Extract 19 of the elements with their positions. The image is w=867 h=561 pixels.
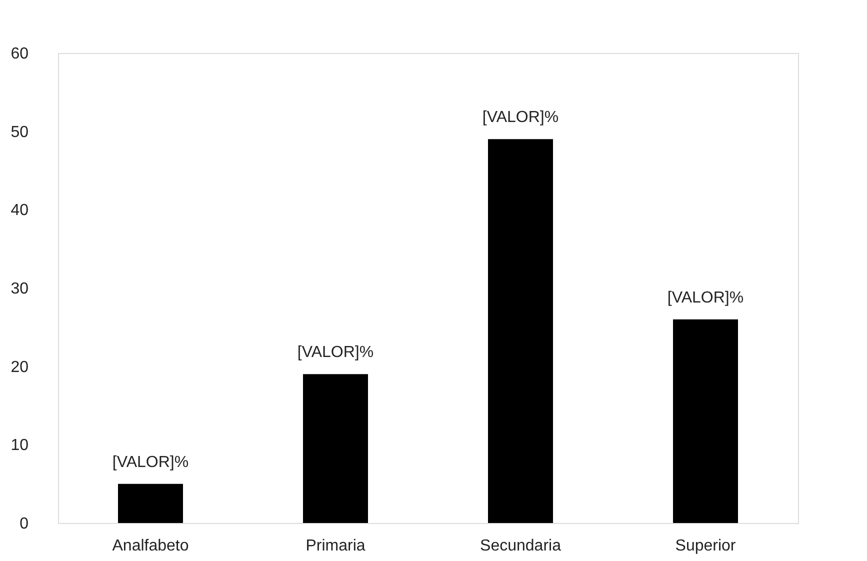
y-tick-label: 60 [10, 46, 29, 62]
data-label: [VALOR]% [112, 454, 189, 471]
bar [673, 319, 738, 523]
bar [488, 139, 553, 523]
x-tick-label: Analfabeto [112, 538, 189, 554]
x-tick-label: Primaria [306, 538, 366, 554]
y-tick-label: 20 [10, 358, 29, 376]
bar [303, 374, 368, 523]
bar [118, 484, 183, 523]
y-tick-label: 10 [10, 437, 29, 454]
data-label: [VALOR]% [297, 344, 374, 362]
y-tick-label: 50 [10, 124, 29, 141]
y-tick-label: 30 [10, 280, 29, 298]
data-label: [VALOR]% [482, 109, 559, 126]
y-tick-label: 0 [20, 516, 29, 532]
data-label: [VALOR]% [667, 289, 744, 306]
y-tick-label: 40 [10, 202, 29, 220]
x-tick-label: Secundaria [480, 538, 562, 554]
x-tick-label: Superior [675, 538, 736, 554]
